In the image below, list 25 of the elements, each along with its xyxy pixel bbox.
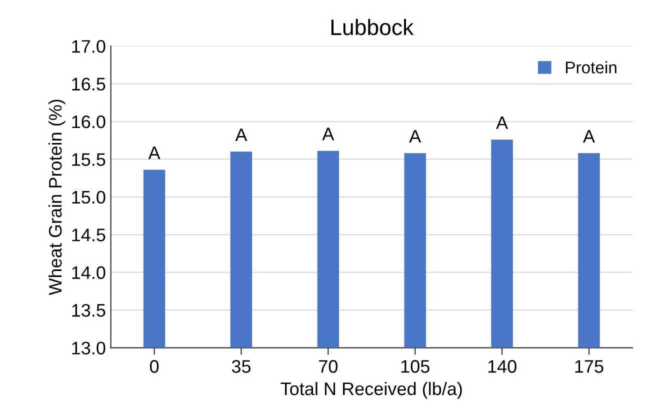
y-tick-label: 14.5: [72, 228, 106, 242]
y-tick-label: 15.5: [72, 153, 106, 166]
annotation: A: [322, 128, 334, 140]
x-axis-title: Total N Received (lb/a): [280, 382, 462, 399]
annotation: A: [235, 128, 248, 141]
x-tick-label: 35: [232, 360, 251, 373]
y-axis-title: Wheat Grain Protein (%): [48, 100, 66, 296]
annotation: A: [409, 130, 422, 142]
x-tick-label: 140: [488, 360, 516, 373]
annotation: A: [496, 116, 508, 129]
y-tick-label: 15.0: [72, 190, 106, 204]
x-tick-label: 105: [401, 360, 430, 373]
x-tick-label: 175: [575, 360, 604, 373]
legend-label: Protein: [566, 61, 616, 74]
y-tick-label: 17.0: [72, 40, 106, 53]
annotation: A: [148, 146, 160, 160]
y-tick-label: 14.0: [72, 266, 106, 280]
y-tick-label: 13.0: [72, 342, 106, 354]
y-tick-label: 13.5: [72, 304, 106, 317]
annotation: A: [582, 130, 595, 142]
x-tick-label: 70: [319, 360, 338, 373]
y-tick-label: 16.0: [72, 115, 106, 128]
x-tick-label: 0: [150, 360, 159, 373]
chart-title: Lubbock: [331, 18, 414, 36]
y-tick-label: 16.5: [72, 78, 106, 91]
